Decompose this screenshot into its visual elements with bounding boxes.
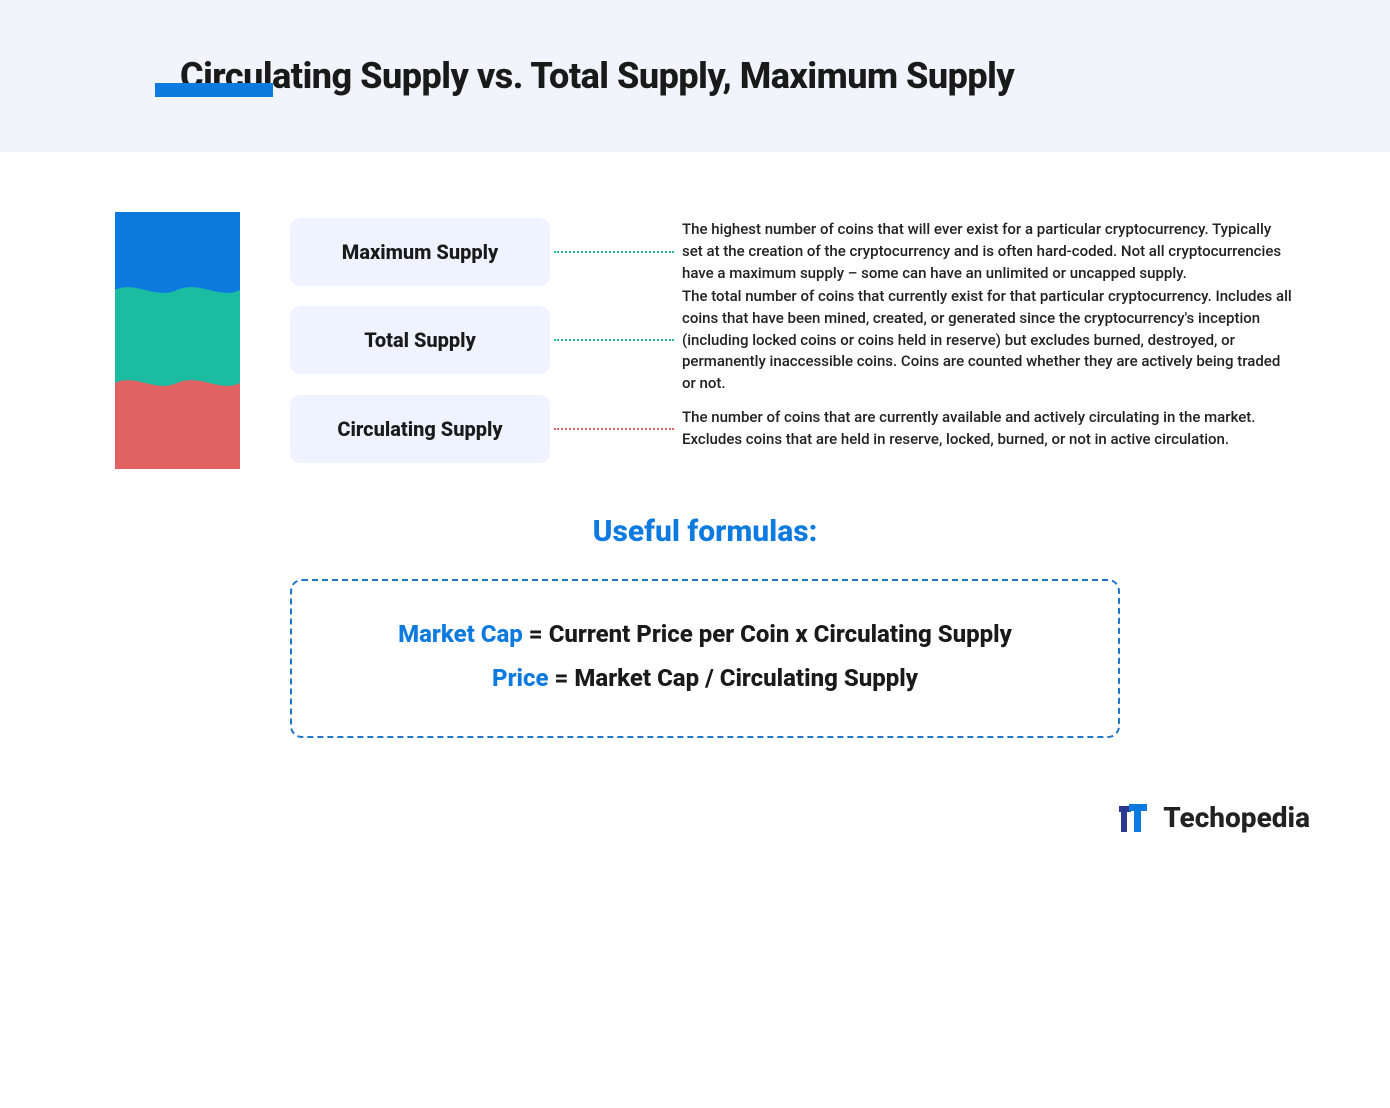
formula-rest: = Current Price per Coin x Circulating S… (523, 620, 1012, 648)
accent-bar (155, 83, 273, 97)
formula-line: Market Cap = Current Price per Coin x Ci… (312, 615, 1098, 653)
header: Circulating Supply vs. Total Supply, Max… (0, 0, 1390, 152)
content: Maximum Supply The highest number of coin… (0, 152, 1390, 768)
stack-segment-maximum (115, 212, 240, 299)
definition-rows: Maximum Supply The highest number of coin… (290, 212, 1295, 469)
definition-row: Total Supply The total number of coins th… (290, 286, 1295, 395)
formulas-heading: Useful formulas: (115, 514, 1295, 549)
connector-line (554, 339, 674, 341)
supply-description: The number of coins that are currently a… (682, 407, 1295, 451)
supply-pill: Circulating Supply (290, 395, 550, 463)
brand-logo-icon (1113, 798, 1153, 838)
formula-rest: = Market Cap / Circulating Supply (549, 664, 918, 692)
formulas-section: Useful formulas: Market Cap = Current Pr… (115, 514, 1295, 738)
brand-name: Techopedia (1163, 801, 1310, 834)
definition-row: Circulating Supply The number of coins th… (290, 395, 1295, 463)
connector-line (554, 428, 674, 430)
stack-segment-circulating (115, 392, 240, 469)
supply-description: The total number of coins that currently… (682, 286, 1295, 395)
wave-divider-icon (115, 371, 240, 393)
supply-pill: Maximum Supply (290, 218, 550, 286)
brand-footer: Techopedia (0, 768, 1390, 878)
definition-row: Maximum Supply The highest number of coin… (290, 218, 1295, 286)
formula-box: Market Cap = Current Price per Coin x Ci… (290, 579, 1120, 738)
supply-description: The highest number of coins that will ev… (682, 219, 1295, 284)
supply-pill: Total Supply (290, 306, 550, 374)
wave-divider-icon (115, 278, 240, 300)
supply-diagram: Maximum Supply The highest number of coin… (115, 212, 1295, 469)
formula-highlight: Market Cap (398, 620, 523, 648)
formula-line: Price = Market Cap / Circulating Supply (312, 659, 1098, 697)
connector-line (554, 251, 674, 253)
stack-segment-total (115, 299, 240, 391)
stacked-bar (115, 212, 240, 469)
page-title: Circulating Supply vs. Total Supply, Max… (180, 55, 1390, 97)
formula-highlight: Price (492, 664, 548, 692)
